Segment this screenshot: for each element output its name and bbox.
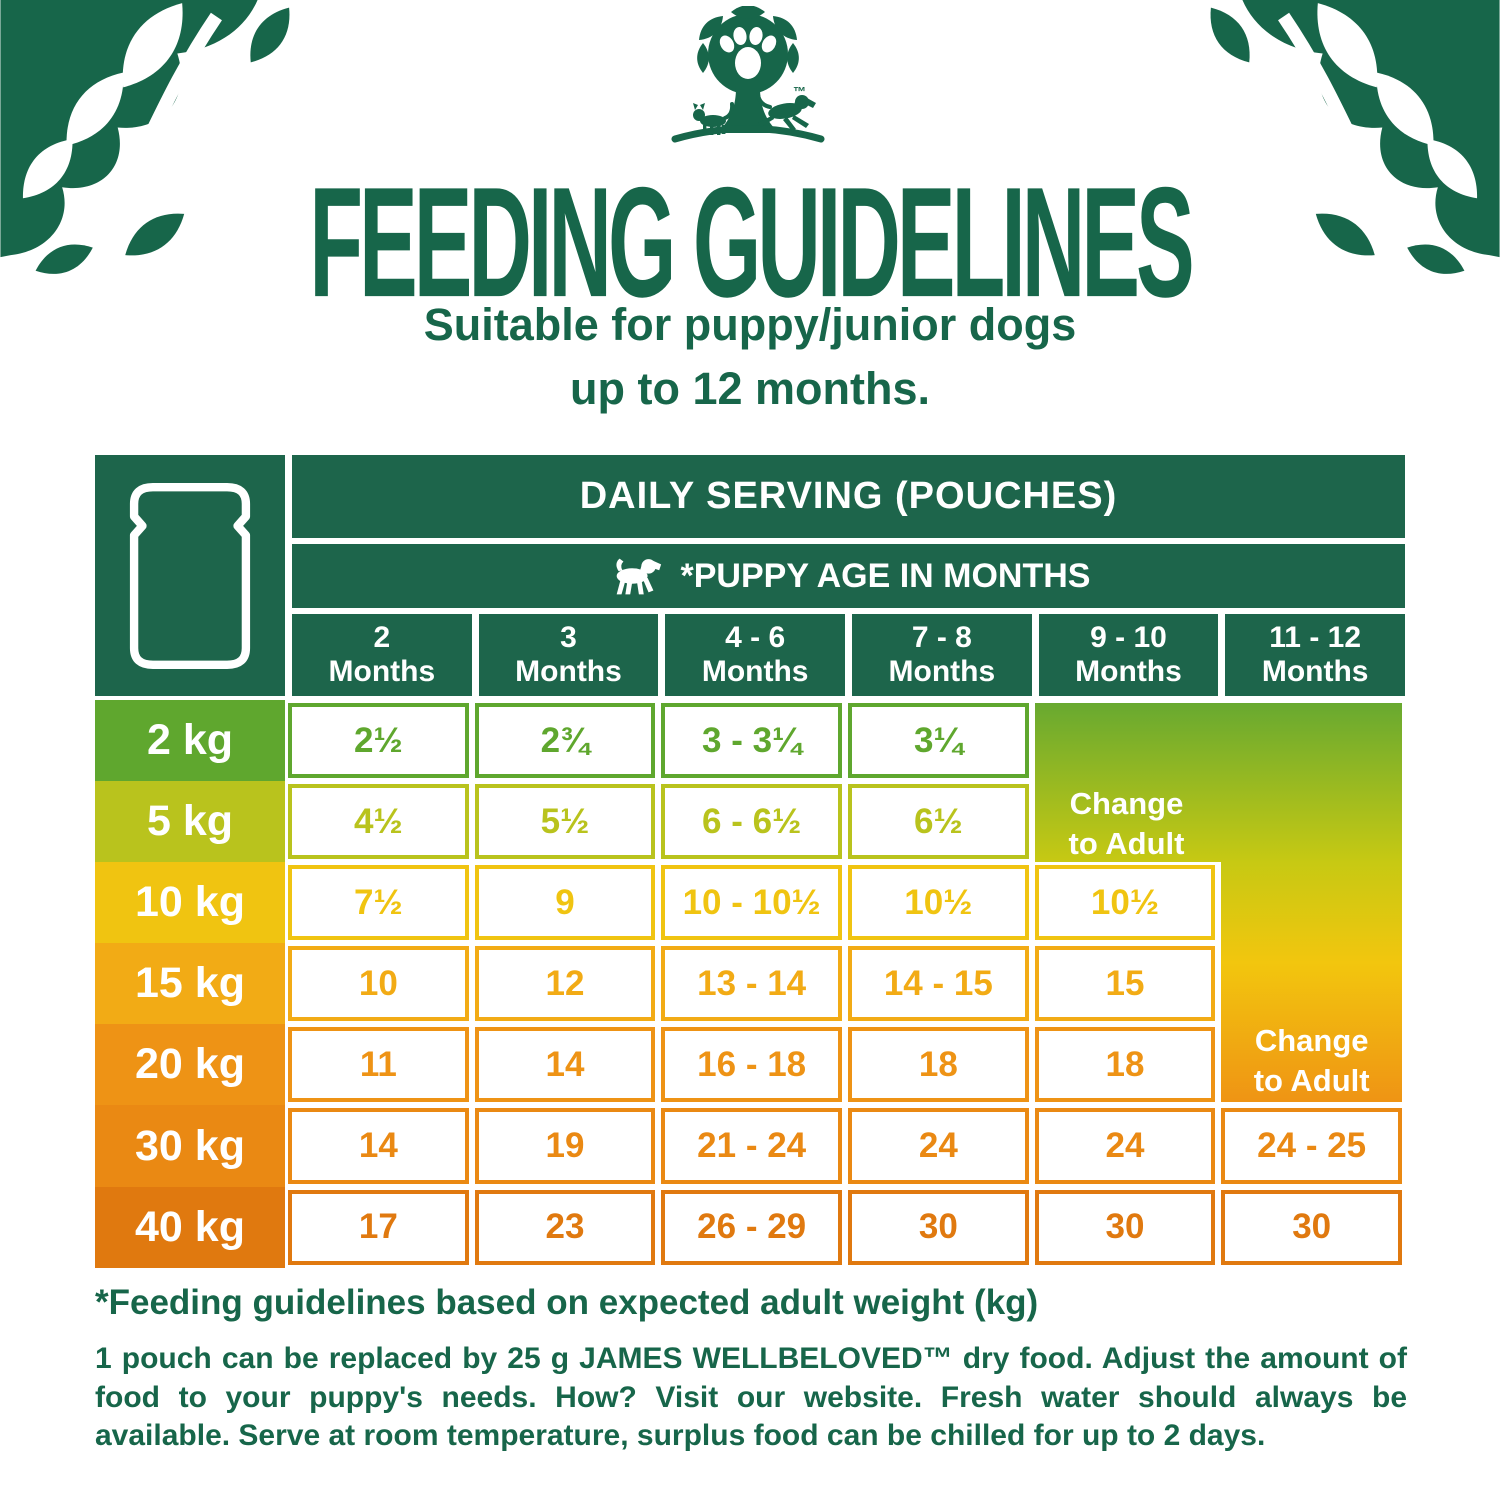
serving-cell: 17 [288, 1189, 469, 1265]
change-to-adult-region-medium-dogs: Change to Adult [1221, 862, 1402, 1103]
weight-row-label: 10 kg [95, 862, 285, 944]
serving-cell: 14 [474, 1027, 656, 1103]
change-to-adult-label: Change to Adult [1068, 786, 1185, 862]
paw-print-icon [719, 27, 777, 79]
column-header-7-8-months: 7 - 8 Months [852, 614, 1032, 696]
serving-cell: 4½ [288, 784, 469, 860]
weight-row-label: 30 kg [95, 1105, 285, 1187]
detail-footnote: 1 pouch can be replaced by 25 g JAMES WE… [95, 1342, 1407, 1453]
cat-silhouette [693, 102, 735, 135]
serving-cell: 24 [1034, 1108, 1216, 1184]
puppy-age-header: *PUPPY AGE IN MONTHS [292, 544, 1405, 608]
serving-cell: 26 - 29 [661, 1189, 842, 1265]
change-to-adult-region-small-dogs: Change to Adult [1034, 703, 1402, 863]
change-to-adult-label: Change to Adult [1253, 1022, 1370, 1099]
column-header-4-6-months: 4 - 6 Months [665, 614, 845, 696]
serving-cell: 7½ [288, 865, 469, 941]
pouch-icon [129, 482, 251, 669]
serving-cell: 23 [474, 1189, 656, 1265]
serving-cell: 5½ [474, 784, 656, 860]
serving-cell: 10 [288, 946, 469, 1022]
column-header-3-months: 3 Months [478, 614, 659, 696]
tree-paw-cat-dog-logo: ™ [671, 6, 825, 143]
weight-row-label: 40 kg [95, 1186, 285, 1268]
serving-cell: 14 [288, 1108, 469, 1184]
serving-cell: 14 - 15 [848, 946, 1029, 1022]
serving-cell: 6½ [848, 784, 1029, 860]
serving-cell: 30 [1221, 1189, 1402, 1265]
serving-cell: 15 [1034, 946, 1216, 1022]
serving-cell: 18 [848, 1027, 1029, 1103]
serving-cell: 11 [288, 1027, 469, 1103]
serving-cell: 16 - 18 [661, 1027, 842, 1103]
serving-cell: 3 - 3¼ [661, 703, 842, 779]
serving-cell: 9 [474, 865, 656, 941]
serving-cell: 12 [474, 946, 656, 1022]
column-header-2-months: 2 Months [292, 614, 472, 696]
dog-silhouette [756, 93, 816, 131]
serving-cell: 6 - 6½ [661, 784, 842, 860]
serving-cell: 10½ [848, 865, 1029, 941]
serving-cell: 30 [1034, 1189, 1216, 1265]
serving-cell: 19 [474, 1108, 656, 1184]
serving-cell: 2¾ [474, 703, 656, 779]
serving-cell: 10 - 10½ [661, 865, 842, 941]
daily-serving-header: DAILY SERVING (POUCHES) [292, 455, 1405, 538]
page-title-wrap: FEEDING GUIDELINES [0, 152, 1500, 330]
dog-icon [615, 558, 661, 595]
pouch-header-cell [95, 455, 285, 696]
leaf-corner-decoration-right [1199, 0, 1500, 283]
serving-cell: 18 [1034, 1027, 1216, 1103]
weight-row-label: 15 kg [95, 943, 285, 1025]
serving-cell: 21 - 24 [661, 1108, 842, 1184]
serving-cell: 10½ [1034, 865, 1216, 941]
column-header-9-10-months: 9 - 10 Months [1038, 614, 1219, 696]
serving-cell: 2½ [288, 703, 469, 779]
subtitle-line-2: up to 12 months. [570, 362, 930, 414]
subtitle-line-1: Suitable for puppy/junior dogs [423, 299, 1077, 350]
weight-row-label: 2 kg [95, 700, 285, 782]
column-header-11-12-months: 11 - 12 Months [1225, 614, 1405, 696]
weight-row-label: 20 kg [95, 1024, 285, 1106]
page-title: FEEDING GUIDELINES [309, 153, 1194, 330]
serving-cell: 30 [848, 1189, 1029, 1265]
weight-row-label: 5 kg [95, 781, 285, 863]
serving-cell: 24 - 25 [1221, 1108, 1402, 1184]
serving-cell: 3¼ [848, 703, 1029, 779]
leaf-corner-decoration-left [0, 0, 301, 283]
weight-footnote: *Feeding guidelines based on expected ad… [95, 1283, 1039, 1322]
trademark-symbol: ™ [793, 84, 806, 99]
serving-cell: 24 [848, 1108, 1029, 1184]
feeding-table: DAILY SERVING (POUCHES) *PUPPY AGE IN MO… [95, 455, 1405, 1268]
puppy-age-header-label: *PUPPY AGE IN MONTHS [680, 556, 1091, 595]
page-subtitle: Suitable for puppy/junior dogs up to 12 … [0, 293, 1500, 421]
serving-cell: 13 - 14 [661, 946, 842, 1022]
